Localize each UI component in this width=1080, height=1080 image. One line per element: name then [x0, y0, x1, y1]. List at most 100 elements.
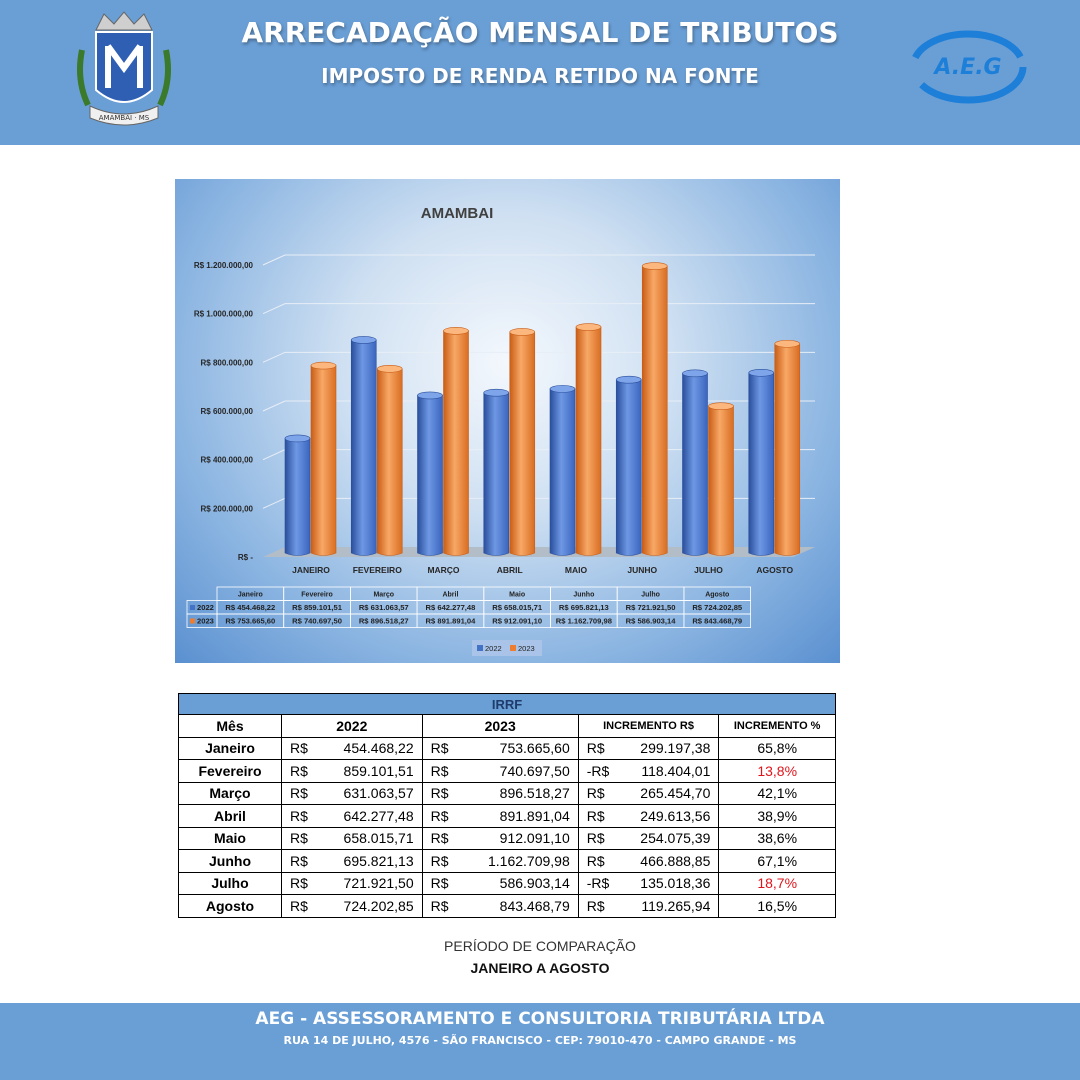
series-swatch — [190, 618, 195, 624]
value-2022-cell: 859.101,51 — [317, 759, 423, 783]
value-2023-cell: 740.697,50 — [458, 759, 579, 783]
currency-2023-cell: R$ — [421, 871, 459, 895]
bar-2022-0 — [284, 438, 311, 556]
legend-swatch-2022 — [477, 645, 483, 651]
chart-table-header: Abril — [442, 592, 458, 599]
chart-table-value: R$ 724.202,85 — [692, 603, 743, 612]
month-cell: Julho — [178, 871, 282, 895]
table-row: Junho R$ 695.821,13 R$ 1.162.709,98 R$ 466.888… — [178, 849, 836, 873]
currency-increment-cell: -R$ — [577, 759, 615, 783]
chart-table-value: R$ 658.015,71 — [492, 603, 543, 612]
value-2023-cell: 912.091,10 — [458, 826, 579, 850]
bar-top-2022-2 — [417, 391, 443, 400]
currency-2022-cell: R$ — [281, 781, 318, 805]
bar-2022-5 — [615, 379, 642, 556]
bar-2023-2 — [443, 330, 469, 556]
chart-table-value: R$ 843.468,79 — [692, 617, 742, 626]
chart-table-header: Janeiro — [238, 592, 263, 599]
bar-2023-3 — [509, 331, 536, 556]
header-increment-value: INCREMENTO R$ — [577, 714, 720, 738]
crest-motto: AMAMBAI · MS — [99, 114, 150, 122]
month-cell: Agosto — [178, 894, 282, 918]
y-gridline — [262, 303, 815, 315]
currency-2023-cell: R$ — [421, 826, 459, 850]
aeg-logo-text: A.E.G — [932, 55, 1001, 80]
increment-value-cell: 299.197,38 — [614, 736, 720, 760]
currency-2022-cell: R$ — [281, 849, 318, 873]
header-2022: 2022 — [281, 714, 423, 738]
chart-table-header: Março — [373, 592, 394, 599]
chart-table-header: Julho — [641, 592, 660, 599]
currency-2023-cell: R$ — [421, 781, 459, 805]
municipal-crest-icon: AMAMBAI · MS — [77, 11, 171, 126]
currency-2023-cell: R$ — [421, 736, 459, 760]
increment-value-cell: 466.888,85 — [614, 849, 720, 873]
month-cell: Maio — [178, 826, 282, 850]
chart-table-value: R$ 586.903,14 — [626, 617, 677, 626]
chart-table-value: R$ 896.518,27 — [359, 617, 409, 626]
bar-2023-4 — [575, 326, 602, 556]
value-2022-cell: 631.063,57 — [317, 781, 423, 805]
increment-value-cell: 249.613,56 — [614, 804, 720, 828]
increment-value-cell: 254.075,39 — [614, 826, 720, 850]
chart-table-header: Junho — [573, 592, 594, 599]
value-2022-cell: 642.277,48 — [317, 804, 423, 828]
increment-percent-cell: 16,5% — [718, 894, 836, 918]
header-month: Mês — [178, 714, 282, 738]
period-label: PERÍODO DE COMPARAÇÃO — [444, 938, 636, 954]
increment-percent-cell: 38,9% — [718, 804, 836, 828]
increment-value-cell: 118.404,01 — [614, 759, 720, 783]
currency-2022-cell: R$ — [281, 759, 318, 783]
bar-top-2023-7 — [774, 339, 801, 348]
aeg-logo-icon: A.E.G — [909, 30, 1027, 104]
increment-percent-cell: 67,1% — [718, 849, 836, 873]
table-row: Março R$ 631.063,57 R$ 896.518,27 R$ 265.454,7… — [178, 781, 836, 805]
bar-top-2022-7 — [748, 368, 775, 377]
chart-table-cell — [683, 613, 751, 628]
y-tick-label: R$ 400.000,00 — [201, 456, 254, 465]
bar-2023-0 — [310, 365, 337, 556]
bar-2022-7 — [748, 372, 775, 556]
month-cell: Abril — [178, 804, 282, 828]
x-tick-label: JUNHO — [627, 565, 657, 575]
bar-top-2022-4 — [549, 385, 576, 393]
value-2022-cell: 658.015,71 — [317, 826, 423, 850]
chart-table-value: 2023 — [197, 617, 214, 626]
chart-canvas: AMAMBAI R$ - R$ 200.000,00 R$ 400.000,00 R$… — [186, 205, 815, 656]
y-tick-label: R$ 200.000,00 — [201, 504, 254, 513]
chart-table-value: R$ 642.277,48 — [426, 603, 476, 612]
value-2023-cell: 896.518,27 — [458, 781, 579, 805]
table-row: Julho R$ 721.921,50 R$ 586.903,14 -R$ 135.018,… — [178, 871, 836, 895]
legend-label-2022: 2022 — [485, 644, 502, 653]
increment-percent-cell: 13,8% — [718, 759, 836, 783]
bar-top-2023-2 — [443, 327, 469, 335]
bar-top-2023-3 — [509, 328, 536, 336]
period-value: JANEIRO A AGOSTO — [470, 960, 610, 976]
chart-table-value: R$ 454.468,22 — [225, 603, 275, 612]
chart-table-header: Maio — [509, 592, 525, 599]
increment-value-cell: 119.265,94 — [614, 894, 720, 918]
currency-2022-cell: R$ — [281, 871, 318, 895]
bar-2022-3 — [483, 392, 510, 556]
x-tick-label: JULHO — [694, 565, 723, 575]
bar-top-2022-3 — [483, 388, 510, 397]
y-gridline — [262, 351, 815, 363]
table-row: Maio R$ 658.015,71 R$ 912.091,10 R$ 254.075,39… — [178, 826, 836, 850]
table-row: Agosto R$ 724.202,85 R$ 843.468,79 R$ 119.265,… — [178, 894, 836, 918]
chart-table-value: R$ 912.091,10 — [492, 617, 542, 626]
bar-top-2023-5 — [641, 262, 668, 270]
value-2023-cell: 586.903,14 — [458, 871, 579, 895]
page-subtitle: IMPOSTO DE RENDA RETIDO NA FONTE — [321, 64, 759, 88]
x-tick-label: ABRIL — [497, 565, 523, 575]
increment-percent-cell: 42,1% — [718, 781, 836, 805]
value-2022-cell: 724.202,85 — [317, 894, 423, 918]
chart-table-value: R$ 753.665,60 — [225, 617, 275, 626]
x-tick-label: MARÇO — [427, 565, 459, 575]
header-2023: 2023 — [421, 714, 579, 738]
chart-table-value: R$ 891.891,04 — [426, 617, 477, 626]
header-banner: AMAMBAI · MS ARRECADAÇÃO MENSAL DE TRIBU… — [0, 0, 1080, 145]
chart-table-value: 2022 — [197, 603, 214, 612]
currency-2022-cell: R$ — [281, 826, 318, 850]
currency-increment-cell: R$ — [577, 849, 615, 873]
increment-value-cell: 135.018,36 — [614, 871, 720, 895]
